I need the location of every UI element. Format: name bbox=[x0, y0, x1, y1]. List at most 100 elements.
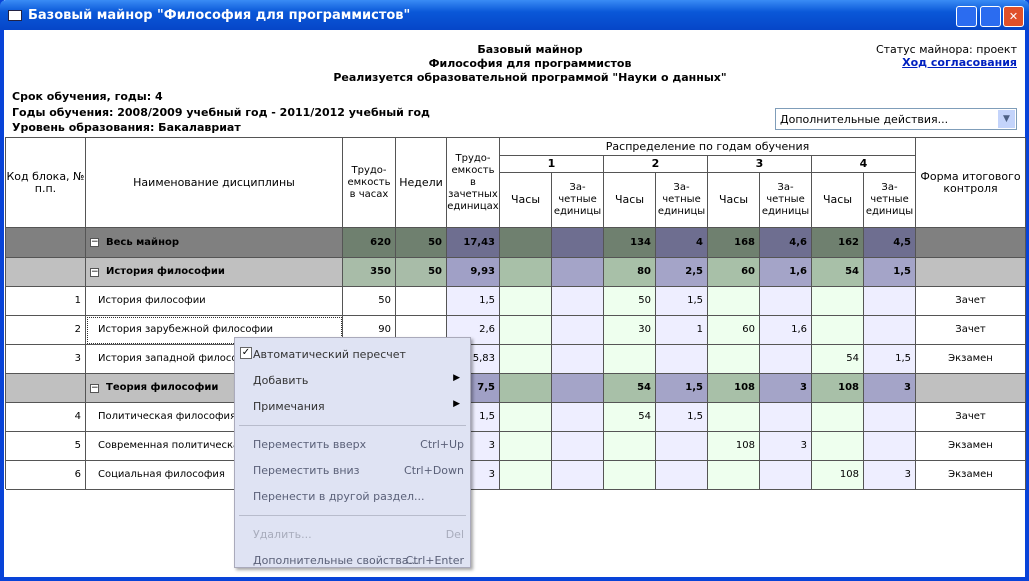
table-cell bbox=[6, 228, 86, 258]
table: Код блока, № п.п. Наименование дисциплины… bbox=[5, 137, 1026, 490]
table-cell bbox=[500, 403, 552, 432]
menu-item[interactable]: Перенести в другой раздел... bbox=[237, 484, 468, 508]
table-cell bbox=[916, 374, 1026, 403]
menu-label: Переместить вниз bbox=[253, 464, 360, 477]
table-cell: Зачет bbox=[916, 287, 1026, 316]
table-cell bbox=[500, 258, 552, 287]
menu-item[interactable]: Удалить... Del bbox=[237, 522, 468, 546]
minimize-button[interactable] bbox=[956, 6, 977, 27]
table-cell: 1,5 bbox=[447, 287, 500, 316]
table-cell: 6 bbox=[6, 461, 86, 490]
table-cell: 1,5 bbox=[864, 345, 916, 374]
table-cell: 9,93 bbox=[447, 258, 500, 287]
table-cell bbox=[604, 345, 656, 374]
menu-label: Удалить... bbox=[253, 528, 312, 541]
table-cell: 50 bbox=[604, 287, 656, 316]
table-cell: 4,5 bbox=[864, 228, 916, 258]
table-cell: История философии bbox=[86, 258, 343, 287]
table-cell: 50 bbox=[343, 287, 396, 316]
table-cell: 108 bbox=[708, 432, 760, 461]
menu-item[interactable]: Добавить ▶ bbox=[237, 368, 468, 392]
table-cell bbox=[500, 432, 552, 461]
table-cell: 3 bbox=[864, 461, 916, 490]
table-cell: 54 bbox=[604, 374, 656, 403]
submenu-arrow: ▶ bbox=[453, 373, 460, 383]
header-cell: Код блока, № п.п. bbox=[6, 138, 86, 228]
window-title: Базовый майнор "Философия для программис… bbox=[28, 8, 411, 23]
table-cell bbox=[500, 316, 552, 345]
table-cell: 1,5 bbox=[656, 287, 708, 316]
actions-dropdown[interactable]: Дополнительные действия... ▼ bbox=[775, 108, 1017, 130]
table-cell bbox=[708, 345, 760, 374]
menu-shortcut: Ctrl+Up bbox=[420, 438, 464, 451]
table-cell bbox=[604, 461, 656, 490]
year-header: 3 bbox=[708, 156, 812, 173]
menu-item[interactable]: Дополнительные свойства... Ctrl+Enter bbox=[237, 548, 468, 572]
header-cell: Форма итогового контроля bbox=[916, 138, 1026, 228]
collapse-icon[interactable]: − bbox=[90, 237, 99, 247]
table-cell: 168 bbox=[708, 228, 760, 258]
table-cell: 108 bbox=[708, 374, 760, 403]
menu-label: Примечания bbox=[253, 400, 325, 413]
window-icon bbox=[8, 10, 22, 21]
table-cell bbox=[760, 345, 812, 374]
table-cell: 4 bbox=[656, 228, 708, 258]
table-cell bbox=[708, 461, 760, 490]
menu-label: Дополнительные свойства... bbox=[253, 554, 420, 567]
table-cell bbox=[500, 461, 552, 490]
close-button[interactable]: ✕ bbox=[1003, 6, 1024, 27]
submenu-arrow: ▶ bbox=[453, 399, 460, 409]
table-cell: История философии bbox=[86, 287, 343, 316]
menu-label: Перенести в другой раздел... bbox=[253, 490, 425, 503]
table-cell bbox=[552, 228, 604, 258]
table-cell: 1,6 bbox=[760, 316, 812, 345]
collapse-icon[interactable]: − bbox=[90, 383, 99, 393]
table-cell bbox=[6, 258, 86, 287]
info: Срок обучения, годы: 4 Годы обучения: 200… bbox=[12, 89, 430, 136]
year-header: 4 bbox=[812, 156, 916, 173]
header-line: Философия для программистов bbox=[428, 57, 632, 70]
table-cell bbox=[656, 461, 708, 490]
menu-shortcut: Del bbox=[445, 528, 464, 541]
table-cell: Зачет bbox=[916, 316, 1026, 345]
table-cell: 108 bbox=[812, 461, 864, 490]
dropdown-text: Дополнительные действия... bbox=[780, 113, 949, 126]
header-cell: Недели bbox=[396, 138, 447, 228]
table-cell: 620 bbox=[343, 228, 396, 258]
table-cell bbox=[500, 345, 552, 374]
table-cell bbox=[864, 287, 916, 316]
table-cell bbox=[500, 228, 552, 258]
table-cell: 162 bbox=[812, 228, 864, 258]
header-cell: Трудо-емкость в зачетных единицах bbox=[447, 138, 500, 228]
table-cell: 54 bbox=[812, 345, 864, 374]
maximize-button[interactable] bbox=[980, 6, 1001, 27]
table-cell bbox=[552, 432, 604, 461]
menu-item[interactable]: Переместить вниз Ctrl+Down bbox=[237, 458, 468, 482]
menu-separator bbox=[239, 425, 466, 426]
sub-header: Часы bbox=[812, 173, 864, 228]
collapse-icon[interactable]: − bbox=[90, 267, 99, 277]
table-cell: 1,5 bbox=[864, 258, 916, 287]
name-edit-box bbox=[87, 317, 342, 344]
header-cell: Распределение по годам обучения bbox=[500, 138, 916, 156]
table-cell bbox=[864, 403, 916, 432]
table-cell: 17,43 bbox=[447, 228, 500, 258]
menu-item[interactable]: Примечания ▶ bbox=[237, 394, 468, 418]
table-cell bbox=[760, 287, 812, 316]
sub-header: За-четные единицы bbox=[656, 173, 708, 228]
table-cell: 134 bbox=[604, 228, 656, 258]
table-cell: 3 bbox=[6, 345, 86, 374]
table-cell bbox=[812, 403, 864, 432]
menu-separator bbox=[239, 515, 466, 516]
menu-item[interactable]: ✓ Автоматический пересчет bbox=[237, 342, 468, 366]
menu-item[interactable]: Переместить вверх Ctrl+Up bbox=[237, 432, 468, 456]
table-cell: 54 bbox=[604, 403, 656, 432]
approval-link[interactable]: Ход согласования bbox=[902, 56, 1017, 69]
table-cell bbox=[552, 374, 604, 403]
table-cell bbox=[500, 374, 552, 403]
table-cell bbox=[500, 287, 552, 316]
table-cell: 2,5 bbox=[656, 258, 708, 287]
table-cell: 1,6 bbox=[760, 258, 812, 287]
check-mark: ✓ bbox=[240, 347, 252, 359]
